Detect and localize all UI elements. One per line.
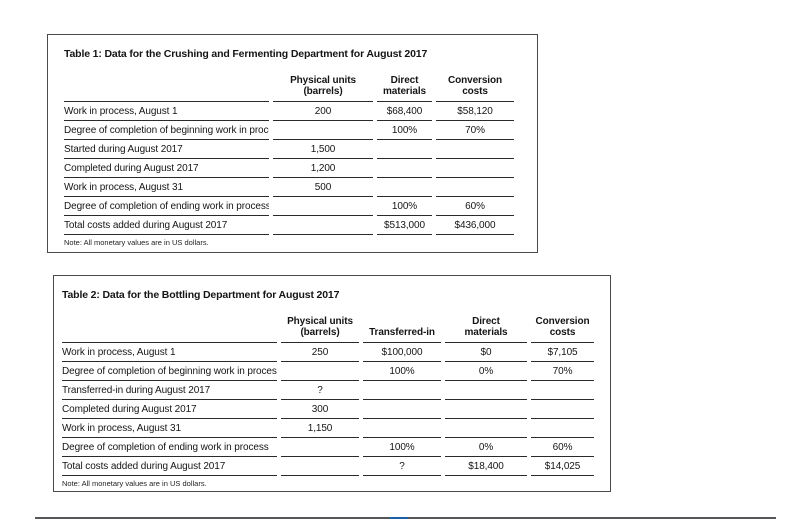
table1-title: Table 1: Data for the Crushing and Ferme…: [64, 48, 428, 60]
cell: [531, 419, 594, 438]
row-label: Transferred-in during August 2017: [62, 381, 277, 400]
row-label: Work in process, August 1: [64, 102, 269, 121]
cell: $513,000: [377, 216, 432, 235]
cell: [377, 178, 432, 197]
cell: [281, 362, 359, 381]
table-row: Completed during August 2017 1,200: [64, 159, 514, 178]
cell: $7,105: [531, 343, 594, 362]
table1: Physical units (barrels) Direct material…: [60, 66, 518, 235]
row-label: Total costs added during August 2017: [62, 457, 277, 476]
row-label: Degree of completion of beginning work i…: [62, 362, 277, 381]
table2-note: Note: All monetary values are in US doll…: [62, 479, 207, 488]
cell: $58,120: [436, 102, 514, 121]
cell: 1,200: [273, 159, 373, 178]
table-row: Degree of completion of ending work in p…: [62, 438, 594, 457]
row-label: Degree of completion of ending work in p…: [64, 197, 269, 216]
row-label: Degree of completion of ending work in p…: [62, 438, 277, 457]
table2-title: Table 2: Data for the Bottling Departmen…: [62, 289, 340, 301]
table-row: Work in process, August 1 250 $100,000 $…: [62, 343, 594, 362]
cell: 0%: [445, 438, 527, 457]
cell: [281, 457, 359, 476]
cell: $100,000: [363, 343, 441, 362]
cell: $14,025: [531, 457, 594, 476]
cell: 70%: [436, 121, 514, 140]
column-header-direct-materials: Direct materials: [377, 66, 432, 102]
cell: [377, 140, 432, 159]
table-row: Total costs added during August 2017 $51…: [64, 216, 514, 235]
column-header-conversion-costs: Conversion costs: [436, 66, 514, 102]
table-row: Started during August 2017 1,500: [64, 140, 514, 159]
row-label: Work in process, August 31: [64, 178, 269, 197]
cell: 100%: [363, 438, 441, 457]
cell: 200: [273, 102, 373, 121]
cell: 250: [281, 343, 359, 362]
table-row: Work in process, August 1 200 $68,400 $5…: [64, 102, 514, 121]
cell: [281, 438, 359, 457]
row-label: Work in process, August 31: [62, 419, 277, 438]
cell: $68,400: [377, 102, 432, 121]
column-header-direct-materials: Direct materials: [445, 307, 527, 343]
column-header-conversion-costs: Conversion costs: [531, 307, 594, 343]
cell: [436, 178, 514, 197]
row-label: Started during August 2017: [64, 140, 269, 159]
table-row: Work in process, August 31 500: [64, 178, 514, 197]
table2: Physical units (barrels) Transferred-in …: [58, 307, 598, 476]
cell: [273, 216, 373, 235]
table1-note: Note: All monetary values are in US doll…: [64, 238, 209, 247]
column-header-physical-units: Physical units (barrels): [273, 66, 373, 102]
cell: 500: [273, 178, 373, 197]
row-label: Completed during August 2017: [62, 400, 277, 419]
cell: 300: [281, 400, 359, 419]
table1-card: Table 1: Data for the Crushing and Ferme…: [47, 34, 538, 253]
cell: [363, 419, 441, 438]
row-label: Work in process, August 1: [62, 343, 277, 362]
row-label: Completed during August 2017: [64, 159, 269, 178]
cell: 1,150: [281, 419, 359, 438]
cell: [273, 197, 373, 216]
cell: [531, 381, 594, 400]
cell: 70%: [531, 362, 594, 381]
cell: [531, 400, 594, 419]
column-header-physical-units: Physical units (barrels): [281, 307, 359, 343]
cell: $436,000: [436, 216, 514, 235]
cell: [436, 140, 514, 159]
cell: [377, 159, 432, 178]
cell: 0%: [445, 362, 527, 381]
row-label: Degree of completion of beginning work i…: [64, 121, 269, 140]
table2-header-row: Physical units (barrels) Transferred-in …: [62, 307, 594, 343]
cell: [445, 419, 527, 438]
cell: [273, 121, 373, 140]
table-row: Completed during August 2017 300: [62, 400, 594, 419]
table-row: Degree of completion of beginning work i…: [62, 362, 594, 381]
column-header-row-label: [62, 307, 277, 343]
row-label: Total costs added during August 2017: [64, 216, 269, 235]
table2-card: Table 2: Data for the Bottling Departmen…: [53, 275, 611, 492]
column-header-row-label: [64, 66, 269, 102]
cell: [363, 400, 441, 419]
cell: ?: [281, 381, 359, 400]
table1-header-row: Physical units (barrels) Direct material…: [64, 66, 514, 102]
progress-indicator[interactable]: [390, 517, 408, 519]
cell: ?: [363, 457, 441, 476]
table-row: Degree of completion of ending work in p…: [64, 197, 514, 216]
cell: 1,500: [273, 140, 373, 159]
cell: $0: [445, 343, 527, 362]
cell: [436, 159, 514, 178]
table-row: Work in process, August 31 1,150: [62, 419, 594, 438]
cell: [363, 381, 441, 400]
cell: 100%: [363, 362, 441, 381]
table-row: Transferred-in during August 2017 ?: [62, 381, 594, 400]
cell: 100%: [377, 197, 432, 216]
cell: 60%: [531, 438, 594, 457]
cell: 100%: [377, 121, 432, 140]
table-row: Total costs added during August 2017 ? $…: [62, 457, 594, 476]
cell: 60%: [436, 197, 514, 216]
column-header-transferred-in: Transferred-in: [363, 307, 441, 343]
cell: [445, 381, 527, 400]
table-row: Degree of completion of beginning work i…: [64, 121, 514, 140]
cell: $18,400: [445, 457, 527, 476]
cell: [445, 400, 527, 419]
page-progress-bar: [35, 517, 776, 519]
